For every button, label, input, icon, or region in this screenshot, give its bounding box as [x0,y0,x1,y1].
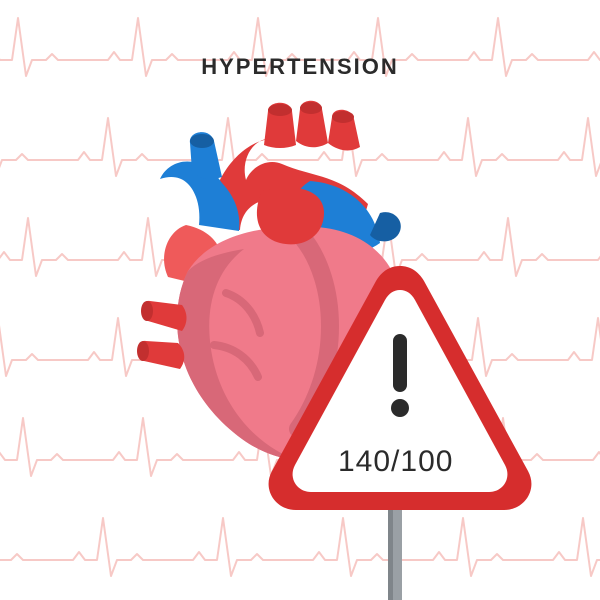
blood-pressure-value: 140/100 [338,445,453,479]
infographic-canvas: HYPERTENSION [0,0,600,600]
page-title: HYPERTENSION [0,54,600,80]
warning-sign [260,260,540,600]
